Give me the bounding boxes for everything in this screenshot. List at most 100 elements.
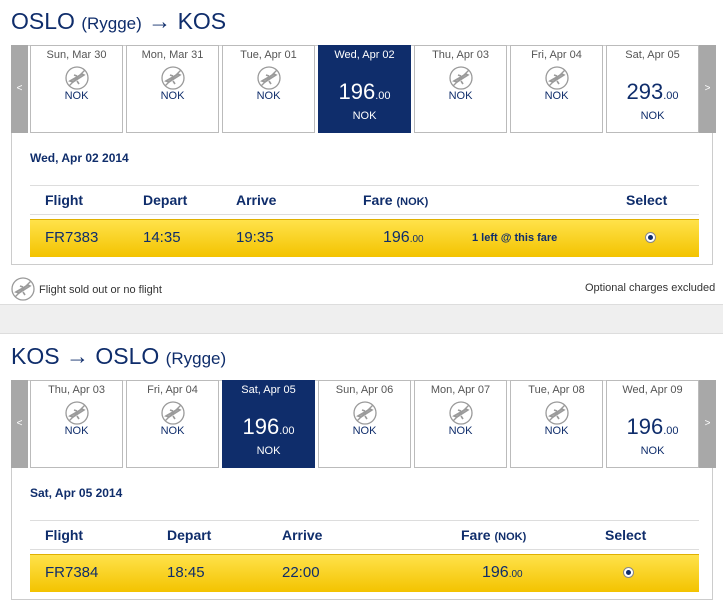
day-label: Thu, Apr 03	[432, 49, 489, 61]
plane-icon	[353, 401, 377, 425]
row-fare: 196.00	[482, 564, 523, 582]
price-dec: .00	[663, 425, 679, 437]
row-depart: 14:35	[143, 229, 181, 246]
header-select: Select	[626, 192, 668, 208]
fare-int: 196	[482, 564, 509, 581]
price-int: 196	[338, 79, 376, 104]
day-box[interactable]: Sun, Mar 30 NOK	[30, 45, 123, 133]
radio-dot	[648, 235, 653, 240]
destination: OSLO	[95, 343, 160, 369]
row-flight: FR7383	[45, 229, 99, 246]
origin: OSLO	[11, 8, 75, 34]
day-box[interactable]: Tue, Apr 08 NOK	[510, 380, 603, 468]
day-currency: NOK	[160, 90, 185, 102]
day-currency: NOK	[64, 425, 89, 437]
day-currency: NOK	[256, 90, 281, 102]
day-box[interactable]: Wed, Apr 09 196.00 NOK	[606, 380, 699, 468]
day-currency: NOK	[352, 425, 377, 437]
day-box[interactable]: Thu, Apr 03 NOK	[30, 380, 123, 468]
fare-unit: (NOK)	[396, 196, 429, 208]
day-label: Mon, Mar 31	[141, 49, 204, 61]
plane-icon	[545, 66, 569, 90]
prev-button[interactable]: <	[11, 380, 28, 468]
day-label: Sun, Apr 06	[335, 384, 394, 396]
route-title: KOS → OSLO (Rygge)	[11, 343, 226, 370]
card-separator	[0, 304, 723, 334]
day-box[interactable]: Mon, Apr 07 NOK	[414, 380, 507, 468]
day-box[interactable]: Sat, Apr 05 196.00 NOK	[222, 380, 315, 468]
day-box[interactable]: Sat, Apr 05 293.00 NOK	[606, 45, 699, 133]
flight-row[interactable]: FR7384 18:45 22:00 196.00	[30, 554, 699, 592]
next-button[interactable]: >	[699, 45, 716, 133]
table-header-bg	[30, 520, 699, 550]
plane-svg	[65, 66, 89, 90]
day-label: Tue, Apr 08	[528, 384, 585, 396]
day-currency: NOK	[544, 90, 569, 102]
day-currency: NOK	[64, 90, 89, 102]
day-currency: NOK	[448, 90, 473, 102]
select-radio[interactable]	[623, 567, 634, 578]
header-fare: Fare (NOK)	[461, 527, 526, 543]
day-currency: NOK	[448, 425, 473, 437]
destination: KOS	[177, 8, 227, 34]
day-box[interactable]: Tue, Apr 01 NOK	[222, 45, 315, 133]
fare-int: 196	[383, 229, 410, 246]
plane-svg	[353, 401, 377, 425]
plane-icon	[161, 66, 185, 90]
day-box[interactable]: Mon, Mar 31 NOK	[126, 45, 219, 133]
header-depart: Depart	[167, 527, 212, 543]
row-fare: 196.00	[383, 229, 424, 247]
plane-icon	[449, 401, 473, 425]
day-label: Tue, Apr 01	[240, 49, 297, 61]
origin: KOS	[11, 343, 60, 369]
route-title: OSLO (Rygge) → KOS	[11, 8, 226, 35]
day-currency: NOK	[352, 110, 377, 122]
legend-charges: Optional charges excluded	[585, 282, 716, 294]
row-depart: 18:45	[167, 564, 205, 581]
plane-icon	[65, 66, 89, 90]
plane-svg	[545, 66, 569, 90]
day-price: 196.00	[319, 79, 410, 105]
day-label: Mon, Apr 07	[430, 384, 491, 396]
arrow: →	[148, 8, 172, 34]
prev-button[interactable]: <	[11, 45, 28, 133]
day-box[interactable]: Sun, Apr 06 NOK	[318, 380, 411, 468]
plane-icon	[11, 277, 35, 301]
select-radio[interactable]	[645, 232, 656, 243]
plane-svg	[449, 401, 473, 425]
day-box[interactable]: Fri, Apr 04 NOK	[126, 380, 219, 468]
plane-svg	[257, 66, 281, 90]
header-arrive: Arrive	[236, 192, 277, 208]
arrow: →	[65, 343, 89, 369]
day-price: 293.00	[607, 79, 698, 105]
day-box[interactable]: Fri, Apr 04 NOK	[510, 45, 603, 133]
plane-svg	[11, 277, 35, 301]
day-price: 196.00	[223, 414, 314, 440]
plane-svg	[161, 66, 185, 90]
row-arrive: 19:35	[236, 229, 274, 246]
fare-label: Fare	[363, 192, 393, 208]
radio-dot	[626, 570, 631, 575]
day-label: Thu, Apr 03	[48, 384, 105, 396]
plane-icon	[545, 401, 569, 425]
day-label: Wed, Apr 02	[334, 49, 395, 61]
plane-svg	[161, 401, 185, 425]
day-currency: NOK	[640, 445, 665, 457]
next-button[interactable]: >	[699, 380, 716, 468]
row-flight: FR7384	[45, 564, 99, 581]
day-price: 196.00	[607, 414, 698, 440]
row-note: 1 left @ this fare	[472, 232, 558, 244]
fare-dec: .00	[508, 569, 523, 580]
flight-row[interactable]: FR7383 14:35 19:35 196.00 1 left @ this fare	[30, 219, 699, 257]
plane-svg	[449, 66, 473, 90]
day-currency: NOK	[160, 425, 185, 437]
day-currency: NOK	[544, 425, 569, 437]
price-dec: .00	[279, 425, 295, 437]
day-label: Wed, Apr 09	[622, 384, 683, 396]
header-select: Select	[605, 527, 647, 543]
day-box[interactable]: Thu, Apr 03 NOK	[414, 45, 507, 133]
day-box[interactable]: Wed, Apr 02 196.00 NOK	[318, 45, 411, 133]
day-currency: NOK	[256, 445, 281, 457]
